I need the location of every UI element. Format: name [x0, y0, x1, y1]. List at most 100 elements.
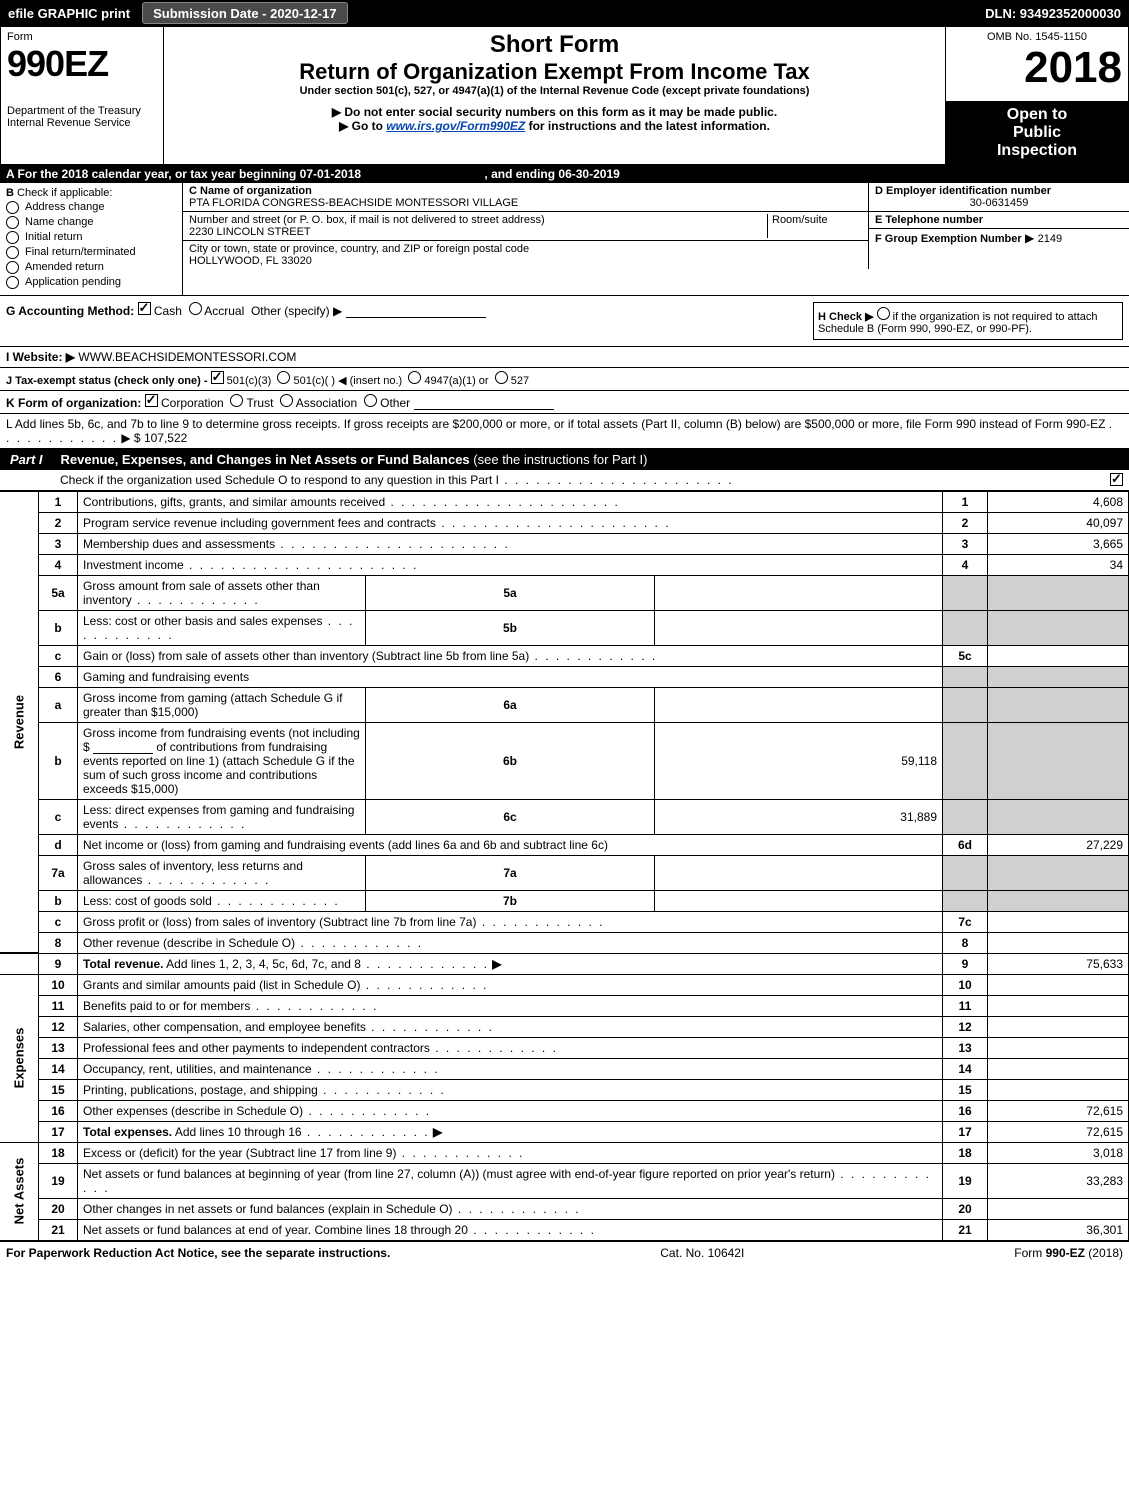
- form-code: 990EZ: [7, 43, 157, 85]
- main-title: Return of Organization Exempt From Incom…: [170, 59, 939, 85]
- line-6: 6 Gaming and fundraising events: [0, 666, 1129, 687]
- line-8: 8 Other revenue (describe in Schedule O)…: [0, 932, 1129, 953]
- association-label: Association: [296, 396, 357, 410]
- line-2-value: 40,097: [988, 512, 1129, 533]
- name-change-radio[interactable]: [6, 216, 19, 229]
- 4947-label: 4947(a)(1) or: [424, 375, 488, 387]
- addr-label: Number and street (or P. O. box, if mail…: [189, 214, 767, 226]
- dept-line-1: Department of the Treasury: [7, 105, 157, 117]
- accrual-radio[interactable]: [189, 302, 202, 315]
- c-label: C Name of organization: [189, 185, 312, 197]
- association-radio[interactable]: [280, 394, 293, 407]
- cash-checkbox[interactable]: [138, 302, 151, 315]
- line-4-value: 34: [988, 554, 1129, 575]
- line-20-desc: Other changes in net assets or fund bala…: [83, 1202, 453, 1216]
- line-7c-desc: Gross profit or (loss) from sales of inv…: [83, 915, 476, 929]
- line-17-value: 72,615: [988, 1121, 1129, 1142]
- line-3-desc: Membership dues and assessments: [83, 537, 275, 551]
- trust-radio[interactable]: [230, 394, 243, 407]
- e-label: E Telephone number: [875, 214, 983, 226]
- open-line-2: Public: [952, 124, 1122, 142]
- amended-return-radio[interactable]: [6, 261, 19, 274]
- schedule-o-check-row: Check if the organization used Schedule …: [0, 470, 1129, 491]
- part-1-table: Revenue 1 Contributions, gifts, grants, …: [0, 491, 1129, 1241]
- line-12: 12 Salaries, other compensation, and emp…: [0, 1016, 1129, 1037]
- schedule-o-text: Check if the organization used Schedule …: [60, 473, 499, 487]
- group-exemption-value: 2149: [1038, 233, 1062, 245]
- line-16: 16 Other expenses (describe in Schedule …: [0, 1100, 1129, 1121]
- i-label: I Website: ▶: [6, 350, 75, 364]
- k-label: K Form of organization:: [6, 396, 141, 410]
- line-6b-subval: 59,118: [654, 722, 942, 799]
- tax-exempt-row: J Tax-exempt status (check only one) - 5…: [0, 368, 1129, 391]
- line-4: 4 Investment income 4 34: [0, 554, 1129, 575]
- line-12-value: [988, 1016, 1129, 1037]
- 527-radio[interactable]: [495, 371, 508, 384]
- d-label: D Employer identification number: [875, 185, 1051, 197]
- form-header: Form 990EZ Department of the Treasury In…: [0, 26, 1129, 165]
- gross-receipts-row: L Add lines 5b, 6c, and 7b to line 9 to …: [0, 414, 1129, 449]
- line-7b: b Less: cost of goods sold 7b: [0, 890, 1129, 911]
- final-return-label: Final return/terminated: [25, 246, 136, 258]
- line-9-value: 75,633: [988, 953, 1129, 974]
- line-2: 2 Program service revenue including gove…: [0, 512, 1129, 533]
- corporation-checkbox[interactable]: [145, 394, 158, 407]
- other-specify-input[interactable]: [346, 305, 486, 318]
- note-goto-post: for instructions and the latest informat…: [529, 119, 770, 133]
- tax-year: 2018: [952, 43, 1122, 93]
- revenue-side-label: Revenue: [0, 491, 39, 953]
- line-5a-subval: [654, 575, 942, 610]
- line-5c-desc: Gain or (loss) from sale of assets other…: [83, 649, 529, 663]
- website-row: I Website: ▶ WWW.BEACHSIDEMONTESSORI.COM: [0, 347, 1129, 368]
- line-18-desc: Excess or (deficit) for the year (Subtra…: [83, 1146, 396, 1160]
- 501c3-checkbox[interactable]: [211, 371, 224, 384]
- application-pending-radio[interactable]: [6, 276, 19, 289]
- period-begin: A For the 2018 calendar year, or tax yea…: [6, 167, 361, 181]
- line-11: 11 Benefits paid to or for members 11: [0, 995, 1129, 1016]
- line-16-desc: Other expenses (describe in Schedule O): [83, 1104, 303, 1118]
- footer-right: Form 990-EZ (2018): [1014, 1246, 1123, 1260]
- other-org-input[interactable]: [414, 397, 554, 410]
- line-13-desc: Professional fees and other payments to …: [83, 1041, 430, 1055]
- dln-label: DLN: 93492352000030: [977, 0, 1129, 26]
- address-change-radio[interactable]: [6, 201, 19, 214]
- corporation-label: Corporation: [161, 396, 224, 410]
- line-7b-subval: [654, 890, 942, 911]
- efile-label: efile GRAPHIC print: [0, 0, 138, 26]
- 501c-radio[interactable]: [277, 371, 290, 384]
- line-5a-desc: Gross amount from sale of assets other t…: [83, 579, 320, 607]
- g-label: G Accounting Method:: [6, 304, 134, 318]
- line-11-value: [988, 995, 1129, 1016]
- line-7a-desc: Gross sales of inventory, less returns a…: [83, 859, 303, 887]
- line-20: 20 Other changes in net assets or fund b…: [0, 1198, 1129, 1219]
- other-org-radio[interactable]: [364, 394, 377, 407]
- line-7a-subval: [654, 855, 942, 890]
- line-6a-desc: Gross income from gaming (attach Schedul…: [83, 691, 342, 719]
- line-12-desc: Salaries, other compensation, and employ…: [83, 1020, 366, 1034]
- line-17-bold: Total expenses.: [83, 1125, 172, 1139]
- right-meta-column: D Employer identification number 30-0631…: [869, 183, 1129, 295]
- website-value: WWW.BEACHSIDEMONTESSORI.COM: [78, 350, 296, 364]
- initial-return-radio[interactable]: [6, 231, 19, 244]
- line-14-value: [988, 1058, 1129, 1079]
- line-21-desc: Net assets or fund balances at end of ye…: [83, 1223, 468, 1237]
- org-address: 2230 LINCOLN STREET: [189, 226, 767, 238]
- schedule-b-radio[interactable]: [877, 307, 890, 320]
- line-6d-desc: Net income or (loss) from gaming and fun…: [83, 838, 608, 852]
- accrual-label: Accrual: [204, 304, 244, 318]
- irs-link[interactable]: www.irs.gov/Form990EZ: [386, 119, 525, 133]
- line-1-value: 4,608: [988, 491, 1129, 512]
- submission-date-button[interactable]: Submission Date - 2020-12-17: [142, 2, 348, 24]
- org-city: HOLLYWOOD, FL 33020: [189, 255, 862, 267]
- schedule-o-checkbox[interactable]: [1110, 473, 1123, 486]
- 4947-radio[interactable]: [408, 371, 421, 384]
- line-7c: c Gross profit or (loss) from sales of i…: [0, 911, 1129, 932]
- line-6b-blank-input[interactable]: [93, 741, 153, 754]
- dept-line-2: Internal Revenue Service: [7, 117, 157, 129]
- line-6a-subval: [654, 687, 942, 722]
- 501c3-label: 501(c)(3): [227, 375, 272, 387]
- trust-label: Trust: [247, 396, 274, 410]
- form-of-org-row: K Form of organization: Corporation Trus…: [0, 391, 1129, 414]
- final-return-radio[interactable]: [6, 246, 19, 259]
- f-arrow-icon: ▶: [1025, 231, 1034, 245]
